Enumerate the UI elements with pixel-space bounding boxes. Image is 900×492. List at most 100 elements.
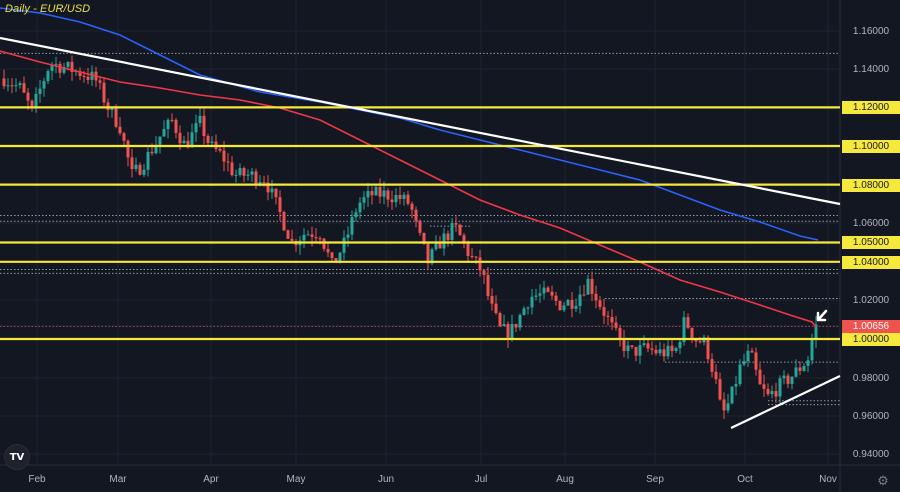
candle: [246, 174, 250, 176]
candle: [506, 323, 510, 339]
candle: [150, 151, 154, 154]
candle: [582, 294, 586, 296]
candle: [234, 174, 238, 176]
candle: [98, 80, 102, 83]
candle: [418, 220, 422, 233]
candle: [754, 352, 758, 370]
blue-moving-average-line: [0, 7, 819, 241]
candle: [22, 83, 26, 93]
price-axis-label: 0.96000: [852, 411, 890, 422]
candle: [222, 150, 226, 162]
candle: [2, 78, 6, 87]
settings-gear-icon[interactable]: ⚙: [877, 473, 889, 488]
candle: [38, 88, 42, 95]
candle: [462, 235, 466, 243]
candle: [110, 108, 114, 111]
candle: [410, 203, 414, 210]
price-axis-label: 1.00000: [842, 333, 900, 346]
candle: [782, 375, 786, 379]
candle: [142, 169, 146, 175]
candle: [798, 367, 802, 371]
candle: [654, 349, 658, 354]
candle: [614, 322, 618, 328]
price-axis-label: 1.16000: [852, 26, 890, 37]
candle: [146, 151, 150, 170]
red-moving-average-line: [0, 50, 817, 328]
candle: [774, 391, 778, 397]
candle: [762, 384, 766, 389]
candle: [634, 346, 638, 356]
price-axis-label: 1.14000: [852, 64, 890, 75]
candle: [814, 324, 818, 339]
candle: [514, 324, 518, 328]
price-axis-label: 1.10000: [842, 140, 900, 153]
time-axis-label: May: [286, 474, 306, 485]
candle: [734, 384, 738, 387]
candle: [6, 85, 10, 87]
candle: [690, 327, 694, 339]
candle: [254, 171, 258, 184]
price-axis-label: 1.05000: [842, 236, 900, 249]
candle: [114, 108, 118, 127]
chart-title: Daily - EUR/USD: [5, 3, 91, 15]
candle: [434, 242, 438, 250]
candle: [790, 376, 794, 384]
candle: [470, 255, 474, 257]
candle: [54, 63, 58, 65]
candle: [478, 257, 482, 271]
candle: [350, 217, 354, 235]
candle: [630, 345, 634, 347]
candle: [566, 300, 570, 306]
candle: [242, 168, 246, 176]
candle: [82, 76, 86, 78]
candle: [646, 343, 650, 349]
candle: [426, 243, 430, 264]
candle: [314, 237, 318, 239]
candle: [290, 238, 294, 241]
candle: [522, 308, 526, 315]
candle: [158, 136, 162, 145]
candle: [66, 61, 70, 67]
candle: [510, 324, 514, 339]
candle: [130, 157, 134, 170]
candle: [382, 190, 386, 197]
candle: [42, 81, 46, 89]
candle: [194, 123, 198, 133]
candle: [190, 132, 194, 148]
candle: [282, 211, 286, 231]
candle: [138, 164, 142, 175]
candle: [270, 188, 274, 193]
annotation-arrow-icon: [816, 309, 828, 322]
candle: [166, 119, 170, 130]
candle: [102, 82, 106, 103]
candle: [474, 256, 478, 258]
price-axis-label: 0.98000: [852, 373, 890, 384]
candle: [18, 83, 22, 86]
candle: [58, 63, 62, 73]
candle: [466, 242, 470, 256]
candle: [266, 182, 270, 193]
candle: [558, 300, 562, 311]
candle: [546, 287, 550, 292]
candle: [106, 102, 110, 111]
candle: [618, 327, 622, 338]
candle: [670, 345, 674, 351]
candle: [366, 191, 370, 198]
candle: [586, 278, 590, 295]
candle: [206, 135, 210, 143]
candle: [594, 293, 598, 301]
descending-trendline: [0, 36, 841, 206]
candle: [402, 194, 406, 199]
time-axis-label: Apr: [203, 474, 219, 485]
candle: [170, 119, 174, 121]
candle: [806, 360, 810, 366]
candle: [258, 182, 262, 184]
time-axis-label: Oct: [737, 474, 753, 485]
tradingview-logo-icon[interactable]: TV: [4, 444, 30, 470]
time-axis-label: Nov: [819, 474, 837, 485]
candle: [758, 369, 762, 385]
candle: [306, 234, 310, 236]
candlesticks: [2, 55, 818, 420]
